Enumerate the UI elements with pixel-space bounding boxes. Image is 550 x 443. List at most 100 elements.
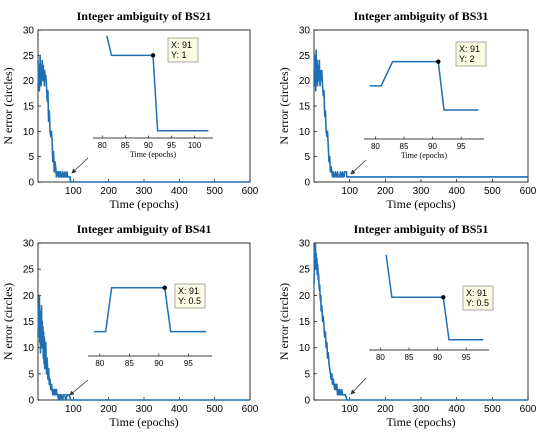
chart-panel-1: Integer ambiguity of BS21 0 5 10 15 20 25 30 100… <box>1 9 259 211</box>
x-axis-label: Time (epochs) <box>386 197 455 211</box>
datatip-x-label: X: 91 <box>178 286 199 296</box>
chart-title: Integer ambiguity of BS31 <box>354 9 489 23</box>
inset-x-tick-label: 85 <box>400 142 409 151</box>
inset-x-tick-label: 90 <box>433 353 442 362</box>
datatip-marker <box>436 59 441 64</box>
x-tick-label: 400 <box>448 186 465 197</box>
y-axis-label: N error (circles) <box>1 67 15 144</box>
datatip-x-label: X: 91 <box>459 44 480 54</box>
x-tick-label: 100 <box>341 186 358 197</box>
inset-plot: 80 85 90 95 X: 91Y: 0.5 <box>88 278 212 368</box>
series-line <box>37 294 250 401</box>
inset-plot: 80 85 90 95 100 Time (epochs) X: 91Y: 1 <box>93 31 213 159</box>
inset-x-tick-label: 80 <box>95 359 104 368</box>
datatip-box <box>462 285 494 311</box>
y-tick-label: 25 <box>299 51 311 62</box>
inset-plot: 80 85 90 95 Time (epochs) X: 91Y: 2 <box>364 41 487 160</box>
x-axis-label: Time (epochs) <box>109 197 178 211</box>
inset-x-tick-label: 80 <box>371 142 380 151</box>
y-tick-label: 20 <box>23 76 35 87</box>
inset-x-tick-label: 90 <box>144 141 153 150</box>
x-tick-label: 100 <box>65 186 82 197</box>
y-tick-label: 10 <box>299 343 311 354</box>
y-tick-label: 20 <box>299 291 311 302</box>
inset-x-tick-label: 95 <box>184 359 193 368</box>
inset-x-tick-label: 80 <box>98 141 107 150</box>
series-line <box>313 49 528 178</box>
zoom-arrow <box>350 159 367 175</box>
y-tick-label: 5 <box>304 369 310 380</box>
y-tick-label: 30 <box>299 26 311 37</box>
y-axis-label: N error (circles) <box>277 67 291 144</box>
x-tick-label: 500 <box>484 186 501 197</box>
y-tick-label: 20 <box>299 76 311 87</box>
zoom-arrow <box>69 379 89 396</box>
chart-title: Integer ambiguity of BS21 <box>77 9 212 23</box>
inset-series-line <box>369 60 479 111</box>
y-tick-label: 20 <box>23 291 35 302</box>
inset-plot: 80 85 90 95 X: 91Y: 0.5 <box>369 248 494 362</box>
datatip-marker <box>162 285 167 290</box>
inset-x-tick-label: 90 <box>428 142 437 151</box>
chart-panel-4: Integer ambiguity of BS51 0 5 10 15 20 25 30 100… <box>277 222 537 429</box>
y-tick-label: 30 <box>23 239 35 250</box>
y-tick-label: 0 <box>304 396 310 407</box>
y-tick-label: 15 <box>299 102 311 113</box>
x-tick-label: 100 <box>65 404 82 415</box>
y-tick-label: 5 <box>304 152 310 163</box>
x-tick-label: 600 <box>520 404 537 415</box>
y-tick-label: 15 <box>23 317 35 328</box>
datatip-y-label: Y: 2 <box>459 54 475 64</box>
x-tick-label: 100 <box>341 404 358 415</box>
chart-title: Integer ambiguity of BS41 <box>77 222 212 236</box>
datatip-y-label: Y: 0.5 <box>178 296 201 306</box>
x-tick-label: 200 <box>100 186 117 197</box>
inset-x-axis-label: Time (epochs) <box>401 151 447 160</box>
y-tick-label: 25 <box>23 265 35 276</box>
y-axis-label: N error (circles) <box>277 283 291 360</box>
inset-x-tick-label: 85 <box>405 353 414 362</box>
datatip-x-label: X: 91 <box>171 40 192 50</box>
x-axis-label: Time (epochs) <box>386 415 455 429</box>
chart-title: Integer ambiguity of BS51 <box>354 222 489 236</box>
y-tick-label: 15 <box>299 317 311 328</box>
datatip-x-label: X: 91 <box>466 288 487 298</box>
datatip-box <box>174 283 206 309</box>
y-tick-label: 30 <box>299 239 311 250</box>
x-axis-label: Time (epochs) <box>109 415 178 429</box>
inset-x-axis-label: Time (epochs) <box>130 150 176 159</box>
zoom-arrow <box>71 157 89 174</box>
x-tick-label: 500 <box>206 186 223 197</box>
y-tick-label: 10 <box>23 127 35 138</box>
inset-series-line <box>93 287 207 333</box>
x-tick-label: 400 <box>171 404 188 415</box>
inset-x-tick-label: 95 <box>457 142 466 151</box>
x-tick-label: 500 <box>484 404 501 415</box>
inset-x-tick-label: 80 <box>376 353 385 362</box>
chart-panel-3: Integer ambiguity of BS41 0 5 10 15 20 25 30 100… <box>1 222 259 429</box>
datatip-y-label: Y: 1 <box>171 50 187 60</box>
x-tick-label: 200 <box>377 404 394 415</box>
inset-x-tick-label: 85 <box>125 359 134 368</box>
x-tick-label: 300 <box>136 404 153 415</box>
y-tick-label: 0 <box>28 396 34 407</box>
datatip-box <box>455 41 487 67</box>
y-tick-label: 25 <box>23 51 35 62</box>
inset-x-tick-label: 95 <box>462 353 471 362</box>
x-tick-label: 300 <box>413 186 430 197</box>
datatip-marker <box>150 53 156 58</box>
y-tick-label: 5 <box>28 369 34 380</box>
y-tick-label: 30 <box>23 26 35 37</box>
x-tick-label: 600 <box>242 186 259 197</box>
x-tick-label: 400 <box>171 186 188 197</box>
y-tick-label: 10 <box>23 343 35 354</box>
datatip-y-label: Y: 0.5 <box>466 298 489 308</box>
x-tick-label: 300 <box>136 186 153 197</box>
x-tick-label: 600 <box>242 404 259 415</box>
inset-x-tick-label: 85 <box>121 141 130 150</box>
y-tick-label: 0 <box>28 178 34 189</box>
series-line <box>313 242 528 401</box>
y-tick-label: 0 <box>304 178 310 189</box>
y-axis-label: N error (circles) <box>1 283 15 360</box>
